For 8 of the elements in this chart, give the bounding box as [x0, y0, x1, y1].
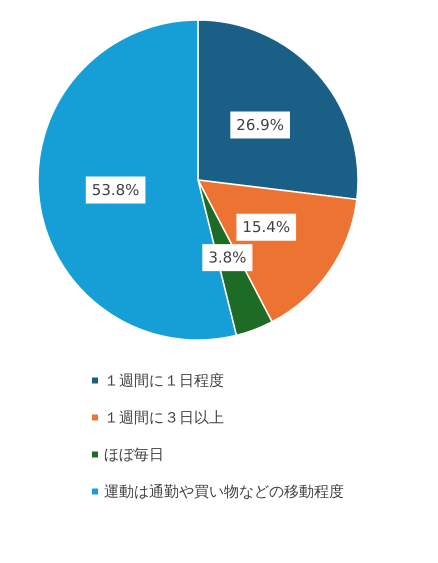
legend-label: 運動は通勤や買い物などの移動程度	[104, 482, 344, 500]
data-label: 26.9%	[236, 116, 284, 134]
data-label: 15.4%	[242, 218, 290, 236]
data-label: 3.8%	[208, 248, 246, 267]
legend-label: １週間に１日程度	[104, 372, 224, 390]
data-label: 53.8%	[92, 181, 140, 200]
legend-label: １週間に３日以上	[104, 408, 224, 426]
legend-label: ほぼ毎日	[104, 446, 164, 464]
